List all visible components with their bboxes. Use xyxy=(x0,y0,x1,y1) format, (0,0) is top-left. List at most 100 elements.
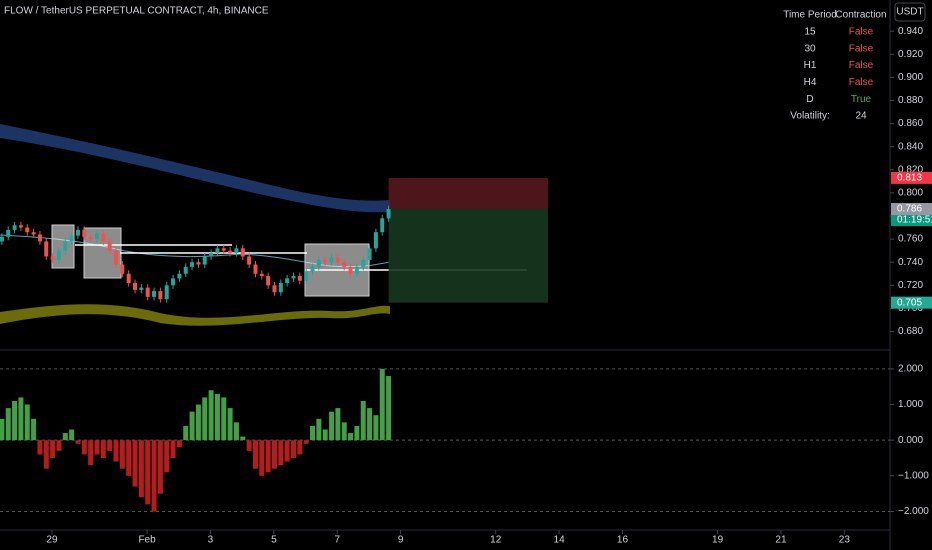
histogram-bar xyxy=(100,440,106,458)
table-cell: 24 xyxy=(855,111,867,122)
y-tick-label: 0.000 xyxy=(898,435,923,446)
x-tick-label: 12 xyxy=(490,535,502,546)
candle-body xyxy=(304,271,309,281)
histogram-bar xyxy=(62,433,68,441)
candle-body xyxy=(133,283,138,290)
candle-body xyxy=(247,256,252,265)
histogram-bar xyxy=(373,415,379,441)
candle-body xyxy=(348,266,353,274)
candle-body xyxy=(221,248,226,251)
histogram-bar xyxy=(50,440,56,458)
y-tick-label: 0.740 xyxy=(898,257,923,268)
candle-body xyxy=(44,241,49,257)
candle-body xyxy=(240,248,245,257)
currency-label[interactable]: USDT xyxy=(896,7,923,18)
y-tick-label: 0.720 xyxy=(898,280,923,291)
y-tick-label: 1.000 xyxy=(898,399,923,410)
candle-body xyxy=(367,248,372,260)
histogram-bar xyxy=(12,400,18,441)
candle-body xyxy=(316,259,321,267)
histogram-bar xyxy=(233,422,239,441)
candle-body xyxy=(278,283,283,293)
histogram-bar xyxy=(43,440,49,469)
candle-body xyxy=(215,248,220,253)
histogram-bar xyxy=(386,376,392,441)
candle-body xyxy=(145,287,150,297)
histogram-bar xyxy=(259,440,265,476)
histogram-bar xyxy=(335,408,341,441)
histogram-bar xyxy=(202,397,208,441)
x-tick-label: Feb xyxy=(138,535,156,546)
histogram-bar xyxy=(348,433,354,441)
histogram-bar xyxy=(164,440,170,473)
candle-body xyxy=(139,287,144,290)
x-tick-label: 29 xyxy=(46,535,58,546)
candle-body xyxy=(107,241,112,251)
candle-body xyxy=(31,232,36,235)
histogram-bar xyxy=(246,440,252,451)
currency-button[interactable] xyxy=(894,2,926,22)
candle-body xyxy=(63,241,68,251)
price-marker-label: 0.813 xyxy=(897,173,922,184)
candle-body xyxy=(37,234,42,242)
histogram-bar xyxy=(81,440,87,455)
histogram-bar xyxy=(271,440,277,469)
histogram-bar xyxy=(367,408,373,441)
table-cell: False xyxy=(849,43,874,54)
histogram-bar xyxy=(303,440,309,444)
price-marker xyxy=(891,203,932,216)
candle-body xyxy=(114,250,119,265)
histogram-bar xyxy=(151,440,157,512)
histogram-bar xyxy=(265,440,271,473)
y-tick-label: 0.820 xyxy=(898,164,923,175)
histogram-bar xyxy=(69,429,75,441)
histogram-bar xyxy=(221,397,227,441)
ema-ribbon xyxy=(0,124,390,213)
candle-body xyxy=(94,233,99,240)
histogram-bar xyxy=(119,440,125,469)
candle-body xyxy=(373,232,378,249)
range-box xyxy=(51,224,75,269)
histogram-bar xyxy=(113,440,119,462)
x-tick-label: 7 xyxy=(334,535,340,546)
candle-body xyxy=(0,236,4,242)
price-marker-label: 0.705 xyxy=(897,297,922,308)
candle-body xyxy=(323,259,328,263)
histogram-bar xyxy=(88,440,94,466)
histogram-bar xyxy=(322,429,328,441)
candle-body xyxy=(272,285,277,293)
candle-body xyxy=(12,225,17,230)
table-cell: False xyxy=(849,77,874,88)
candle-body xyxy=(177,273,182,279)
candle-body xyxy=(202,256,207,265)
histogram-bar xyxy=(297,440,303,455)
table-cell: 15 xyxy=(804,27,816,38)
candle-body xyxy=(297,276,302,281)
histogram-bar xyxy=(208,390,214,441)
candle-body xyxy=(6,229,11,237)
table-cell: H1 xyxy=(804,60,817,71)
candle-body xyxy=(120,264,125,274)
histogram-bar xyxy=(341,422,347,441)
x-tick-label: 3 xyxy=(208,535,214,546)
histogram-bar xyxy=(94,440,100,455)
histogram-bar xyxy=(170,440,176,458)
candle-body xyxy=(88,236,93,240)
table-cell: Volatility: xyxy=(790,111,829,122)
y-tick-label: 0.920 xyxy=(898,49,923,60)
candle-body xyxy=(50,256,55,260)
stop-zone xyxy=(388,177,548,210)
histogram-bar xyxy=(284,440,290,462)
y-tick-label: 0.880 xyxy=(898,95,923,106)
candle-body xyxy=(82,229,87,237)
histogram-bar xyxy=(176,440,182,448)
histogram-bar xyxy=(227,408,233,441)
x-tick-label: 14 xyxy=(554,535,566,546)
candle-body xyxy=(158,291,163,300)
histogram-bar xyxy=(278,440,284,466)
candle-body xyxy=(152,291,157,297)
candle-body xyxy=(342,262,347,267)
table-header: Contraction xyxy=(835,10,886,21)
